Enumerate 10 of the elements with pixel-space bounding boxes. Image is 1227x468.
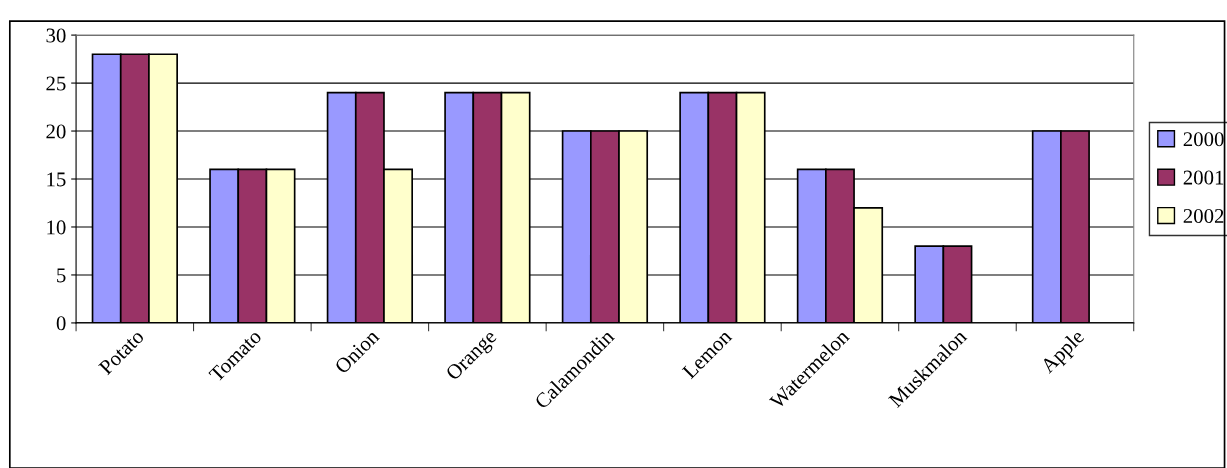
legend-label: 2001 bbox=[1183, 170, 1224, 185]
legend-label: 2002 bbox=[1183, 208, 1224, 223]
y-tick-label: 10 bbox=[47, 220, 66, 235]
y-tick-label: 30 bbox=[46, 28, 66, 43]
y-tick-label: 25 bbox=[46, 76, 66, 91]
y-tick-label: 15 bbox=[47, 172, 66, 187]
legend-label: 2000 bbox=[1183, 132, 1224, 147]
y-tick-label: 0 bbox=[56, 316, 66, 331]
y-tick-label: 20 bbox=[46, 124, 66, 139]
y-tick-label: 5 bbox=[57, 268, 66, 283]
